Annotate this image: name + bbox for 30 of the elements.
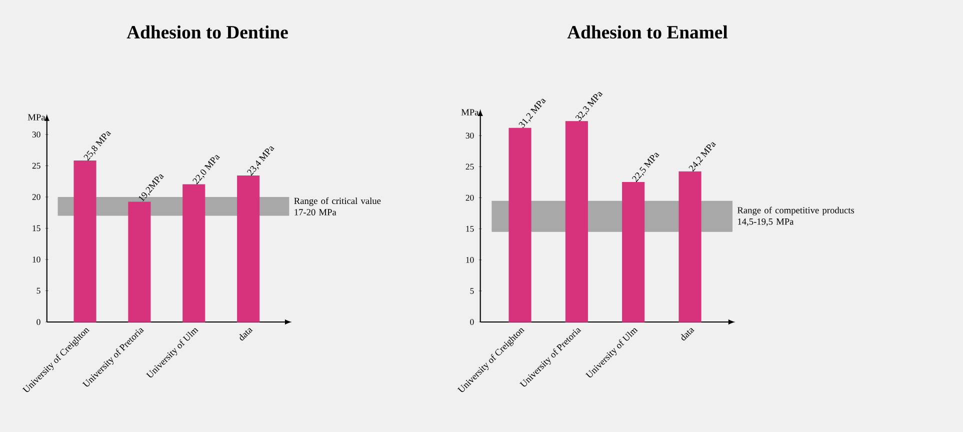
y-axis-title: MPa [461,109,479,116]
chart-title: Adhesion to Dentine [126,25,288,39]
y-tick-label: 10 [32,256,40,262]
y-tick-label: 15 [466,226,474,232]
bar [678,171,702,322]
x-tick-label: data [680,328,694,340]
y-tick-label: 15 [32,225,40,232]
bar [128,202,151,322]
bar [237,175,260,322]
y-tick-label: 0 [470,319,474,325]
band-label: Range of competitive products 14,5-19,5 MPa [737,206,854,226]
bar [622,182,645,322]
y-tick-label: 30 [32,132,40,138]
bar [508,128,532,322]
y-tick-label: 0 [36,319,40,325]
chart-title: Adhesion to Enamel [567,25,728,39]
y-tick-label: 20 [466,194,474,201]
y-tick-label: 5 [470,288,474,294]
y-tick-label: 20 [32,194,40,200]
y-tick-label: 5 [36,288,40,294]
y-tick-label: 30 [466,132,474,139]
y-tick-label: 10 [466,256,474,263]
bar [565,121,588,322]
y-tick-label: 25 [32,162,40,169]
y-tick-label: 25 [466,164,474,170]
x-tick-label: data [239,328,253,340]
y-axis-title: MPa [28,114,46,120]
bar [74,160,96,322]
bar [182,184,206,322]
band-label: Range of critical value 17-20 MPa [294,197,381,216]
